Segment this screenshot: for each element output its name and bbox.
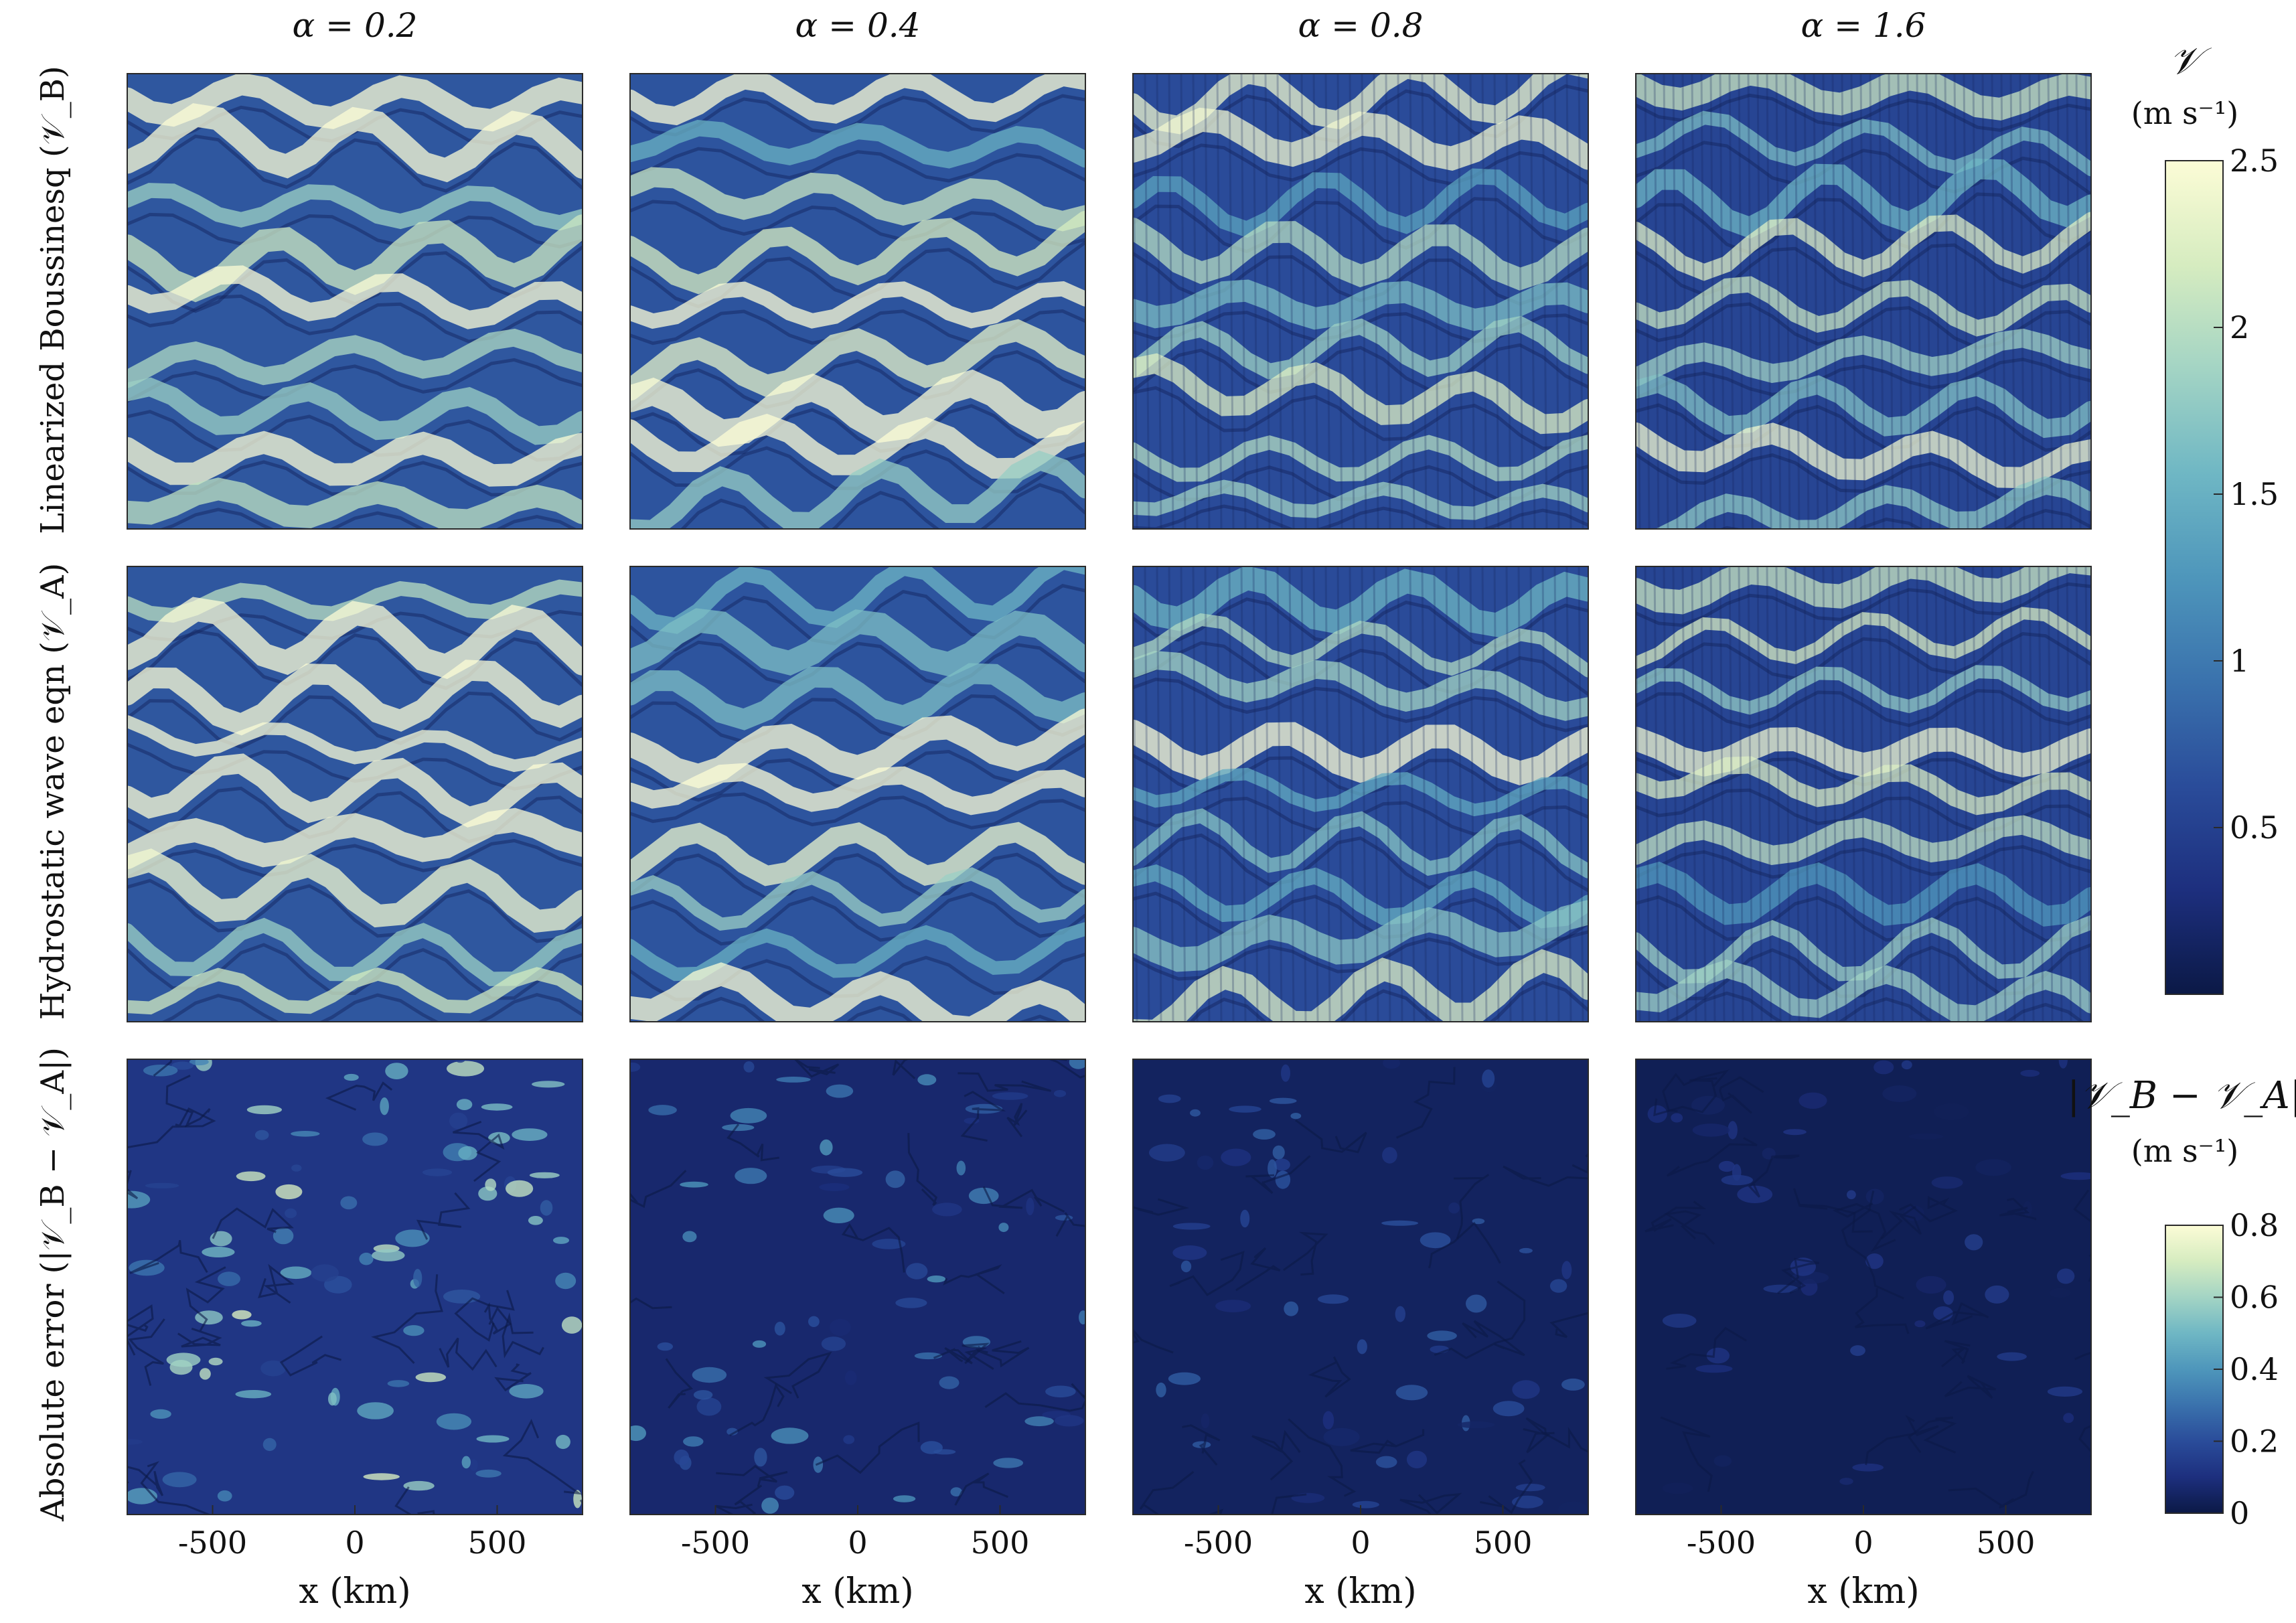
colorbar-error-unit: (m s⁻¹) (2131, 1133, 2238, 1169)
colorbar-gradient (2165, 1225, 2223, 1513)
colorbar-tick-label: 1.5 (2230, 476, 2279, 512)
x-tick-label: 500 (1474, 1525, 1533, 1561)
x-tick-label: 0 (848, 1525, 867, 1561)
colorbar-error-title: |𝒱_B − 𝒱_A| (2067, 1074, 2296, 1117)
heatmap-panel-r0-c0 (127, 73, 583, 530)
colorbar-tick-label: 0.2 (2230, 1423, 2279, 1460)
colorbar-tick-label: 2.5 (2230, 143, 2279, 179)
colorbar-tick-label: 1 (2230, 643, 2249, 679)
row-title-hydrostatic: Hydrostatic wave eqn (𝒱_A) (34, 563, 72, 1020)
heatmap-panel-r0-c2 (1132, 73, 1589, 530)
column-title-alpha-0.8: α = 0.8 (1298, 6, 1424, 45)
row-title-absolute-error: Absolute error (|𝒱_B − 𝒱_A|) (34, 1047, 72, 1522)
colorbar-tick-label: 0.5 (2230, 809, 2279, 846)
x-tick-label: 0 (1853, 1525, 1873, 1561)
heatmap-panel-r1-c1 (629, 566, 1086, 1022)
colorbar-tick-label: 2 (2230, 309, 2249, 345)
heatmap-panels (127, 73, 2092, 1515)
heatmap-panel-r2-c3 (1635, 1059, 2092, 1515)
x-tick-label: -500 (1184, 1525, 1253, 1561)
colorbar-tick-label: 0.8 (2230, 1207, 2279, 1243)
heatmap-panel-r1-c0 (127, 566, 583, 1022)
heatmap-panel-r2-c1 (629, 1059, 1086, 1515)
x-axis-label: x (km) (299, 1571, 410, 1612)
colorbar-tick-label: 0.4 (2230, 1351, 2279, 1387)
x-axis-label: x (km) (1304, 1571, 1416, 1612)
colorbar-tick-label: 0 (2230, 1495, 2249, 1531)
x-tick-label: 0 (1351, 1525, 1370, 1561)
heatmap-panel-r1-c2 (1132, 566, 1589, 1022)
x-tick-label: -500 (681, 1525, 750, 1561)
row-title-boussinesq: Linearized Boussinesq (𝒱_B) (34, 66, 72, 534)
heatmap-panel-r1-c3 (1635, 566, 2092, 1022)
colorbar-gradient (2165, 161, 2223, 994)
colorbar-velocity: 𝒱 (m s⁻¹) 0.5 1 1.5 2 2.5 (2131, 40, 2279, 995)
x-axis-label: x (km) (801, 1571, 913, 1612)
column-title-alpha-0.4: α = 0.4 (795, 6, 921, 45)
column-title-alpha-0.2: α = 0.2 (293, 6, 418, 45)
colorbar-velocity-unit: (m s⁻¹) (2131, 95, 2238, 131)
column-title-alpha-1.6: α = 1.6 (1801, 6, 1926, 45)
x-tick-label: 500 (468, 1525, 527, 1561)
x-tick-label: 500 (971, 1525, 1030, 1561)
x-tick-label: 500 (1977, 1525, 2036, 1561)
heatmap-panel-r0-c1 (629, 73, 1086, 530)
colorbar-error: |𝒱_B − 𝒱_A| (m s⁻¹) 0 0.2 0.4 0.6 0.8 (2067, 1074, 2296, 1531)
x-axes: -500 0 500 x (km) -500 0 500 x (km) -500 0 500 x (k… (178, 1505, 2036, 1612)
x-tick-label: -500 (178, 1525, 247, 1561)
x-axis-label: x (km) (1807, 1571, 1919, 1612)
heatmap-panel-r2-c0 (127, 1059, 583, 1515)
x-tick-label: -500 (1687, 1525, 1756, 1561)
heatmap-panel-r0-c3 (1635, 73, 2092, 530)
x-tick-label: 0 (345, 1525, 364, 1561)
colorbar-velocity-title: 𝒱 (2169, 40, 2212, 83)
colorbar-tick-label: 0.6 (2230, 1280, 2279, 1316)
heatmap-panel-r2-c2 (1132, 1059, 1589, 1515)
